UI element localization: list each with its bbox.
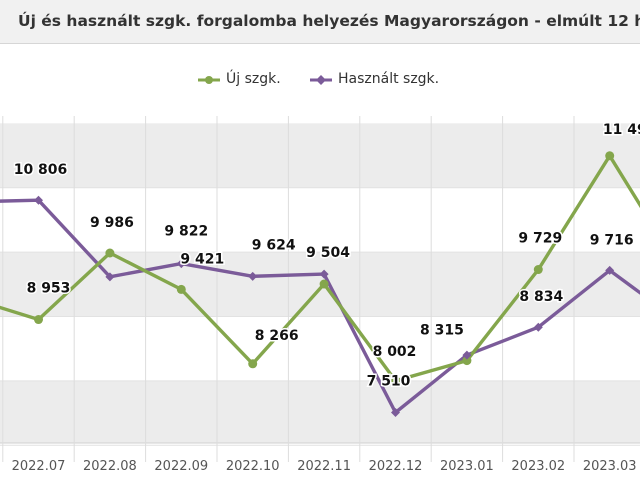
x-tick-label: 2022.11 bbox=[297, 459, 351, 474]
data-label-used-cars: 10 806 bbox=[14, 162, 68, 178]
x-tick-label: 2022.07 bbox=[12, 459, 66, 474]
data-point-new-cars bbox=[105, 248, 115, 258]
grid-band bbox=[0, 123, 640, 188]
data-label-new-cars: 9 729 bbox=[518, 231, 562, 247]
x-tick-label: 2022.10 bbox=[226, 459, 280, 474]
grid-band bbox=[0, 187, 640, 253]
data-label-new-cars: 8 315 bbox=[420, 323, 464, 339]
data-point-new-cars bbox=[462, 356, 472, 366]
title-bar: Új és használt szgk. forgalomba helyezés… bbox=[0, 0, 640, 44]
data-point-new-cars bbox=[319, 279, 329, 289]
data-label-used-cars: 9 716 bbox=[590, 232, 634, 248]
data-label-used-cars: 7 510 bbox=[367, 373, 411, 389]
data-point-new-cars bbox=[391, 376, 400, 386]
data-point-new-cars bbox=[34, 315, 43, 325]
data-label-new-cars: 11 496 bbox=[603, 122, 640, 138]
legend-label-used-cars: Használt szgk. bbox=[338, 71, 440, 87]
x-tick-label: 2022.12 bbox=[369, 459, 423, 474]
legend-swatch-used-cars bbox=[310, 75, 332, 85]
x-tick-label: 2022.09 bbox=[154, 459, 208, 474]
x-tick-label: 2023.03 bbox=[583, 459, 637, 474]
data-point-used-cars bbox=[34, 195, 43, 205]
data-label-new-cars: 8 953 bbox=[27, 281, 71, 297]
x-tick-label: 2023.02 bbox=[511, 459, 565, 474]
data-label-used-cars: 9 822 bbox=[164, 224, 208, 240]
data-point-new-cars bbox=[248, 359, 258, 369]
data-point-new-cars bbox=[176, 284, 186, 294]
data-point-new-cars bbox=[533, 265, 543, 275]
chart-title: Új és használt szgk. forgalomba helyezés… bbox=[18, 12, 640, 30]
data-label-used-cars: 9 624 bbox=[252, 237, 296, 253]
data-label-new-cars: 9 421 bbox=[180, 251, 224, 267]
data-label-used-cars: 8 834 bbox=[519, 289, 563, 305]
data-point-used-cars bbox=[605, 265, 615, 275]
data-point-used-cars bbox=[319, 269, 329, 279]
x-axis-tick-labels: 2022.07 2022.08 2022.09 2022.10 2022.11 2022.… bbox=[12, 459, 637, 474]
data-point-used-cars bbox=[248, 271, 258, 281]
data-label-new-cars: 9 986 bbox=[90, 215, 134, 231]
data-point-used-cars bbox=[176, 259, 186, 269]
legend-swatch-new-cars bbox=[198, 76, 220, 84]
data-point-used-cars bbox=[462, 350, 472, 360]
data-point-used-cars bbox=[105, 272, 115, 282]
grid-band bbox=[0, 316, 640, 381]
series-points bbox=[34, 151, 615, 417]
x-tick-label: 2022.08 bbox=[83, 459, 137, 474]
legend-label-new-cars: Új szgk. bbox=[226, 71, 281, 87]
data-point-used-cars bbox=[533, 322, 543, 332]
grid-band bbox=[0, 380, 640, 443]
vertical-gridlines bbox=[2, 116, 575, 462]
legend: Új szgk. Használt szgk. bbox=[0, 68, 640, 92]
data-label-new-cars: 8 002 bbox=[373, 344, 417, 360]
data-point-new-cars bbox=[605, 151, 615, 161]
data-point-used-cars bbox=[391, 407, 400, 417]
data-label-new-cars: 9 504 bbox=[306, 245, 350, 261]
x-tick-label: 2023.01 bbox=[440, 459, 494, 474]
data-label-new-cars: 8 266 bbox=[255, 328, 299, 344]
grid-bands bbox=[0, 123, 640, 446]
